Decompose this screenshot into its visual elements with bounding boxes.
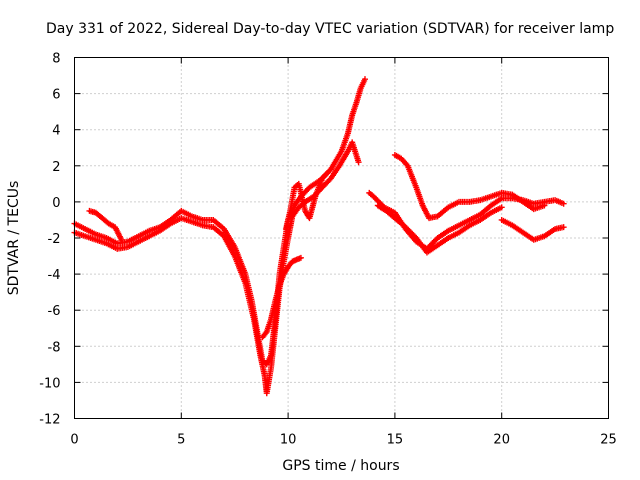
data-point (560, 224, 567, 231)
series-track-f (374, 202, 505, 256)
x-axis-label: GPS time / hours (282, 458, 399, 474)
x-tick-label: 15 (387, 433, 404, 448)
x-tick-label: 20 (493, 433, 510, 448)
y-tick-label: -2 (48, 232, 61, 247)
series-track-g (498, 216, 567, 243)
series-track-e (391, 151, 548, 222)
x-tick-label: 10 (280, 433, 297, 448)
data-point (355, 159, 362, 166)
gridlines (74, 57, 609, 419)
series-track-i (86, 207, 125, 243)
data-point (118, 236, 125, 243)
y-tick-label: 4 (52, 124, 60, 139)
data-points (71, 76, 567, 397)
data-point (560, 200, 567, 207)
data-point (498, 204, 505, 211)
y-tick-label: -4 (48, 268, 61, 283)
series-track-b (71, 139, 362, 397)
data-point (327, 166, 334, 173)
series-track-c (259, 254, 304, 341)
data-point-interp (326, 167, 333, 174)
data-point (541, 202, 548, 209)
chart-title: Day 331 of 2022, Sidereal Day-to-day VTE… (46, 21, 614, 37)
x-tick-label: 0 (70, 433, 78, 448)
data-point (361, 76, 368, 83)
series-track-a (71, 76, 368, 368)
axis-ticks: 0 5 10 15 20 25 -12 -10 -8 -6 -4 -2 0 2 4 6 8 (39, 52, 617, 448)
y-tick-label: -12 (39, 413, 60, 428)
series-track-h (282, 166, 334, 232)
y-tick-label: 2 (52, 160, 60, 175)
y-tick-label: -8 (48, 340, 61, 355)
x-tick-label: 25 (600, 433, 617, 448)
x-tick-label: 5 (177, 433, 185, 448)
y-tick-label: -6 (48, 304, 61, 319)
series-track-d (366, 189, 567, 252)
y-tick-label: 6 (52, 88, 60, 103)
y-tick-label: 0 (52, 196, 60, 211)
y-tick-label: 8 (52, 52, 60, 67)
y-tick-label: -10 (39, 376, 60, 391)
y-axis-label: SDTVAR / TECUs (6, 181, 22, 296)
data-point (297, 254, 304, 261)
